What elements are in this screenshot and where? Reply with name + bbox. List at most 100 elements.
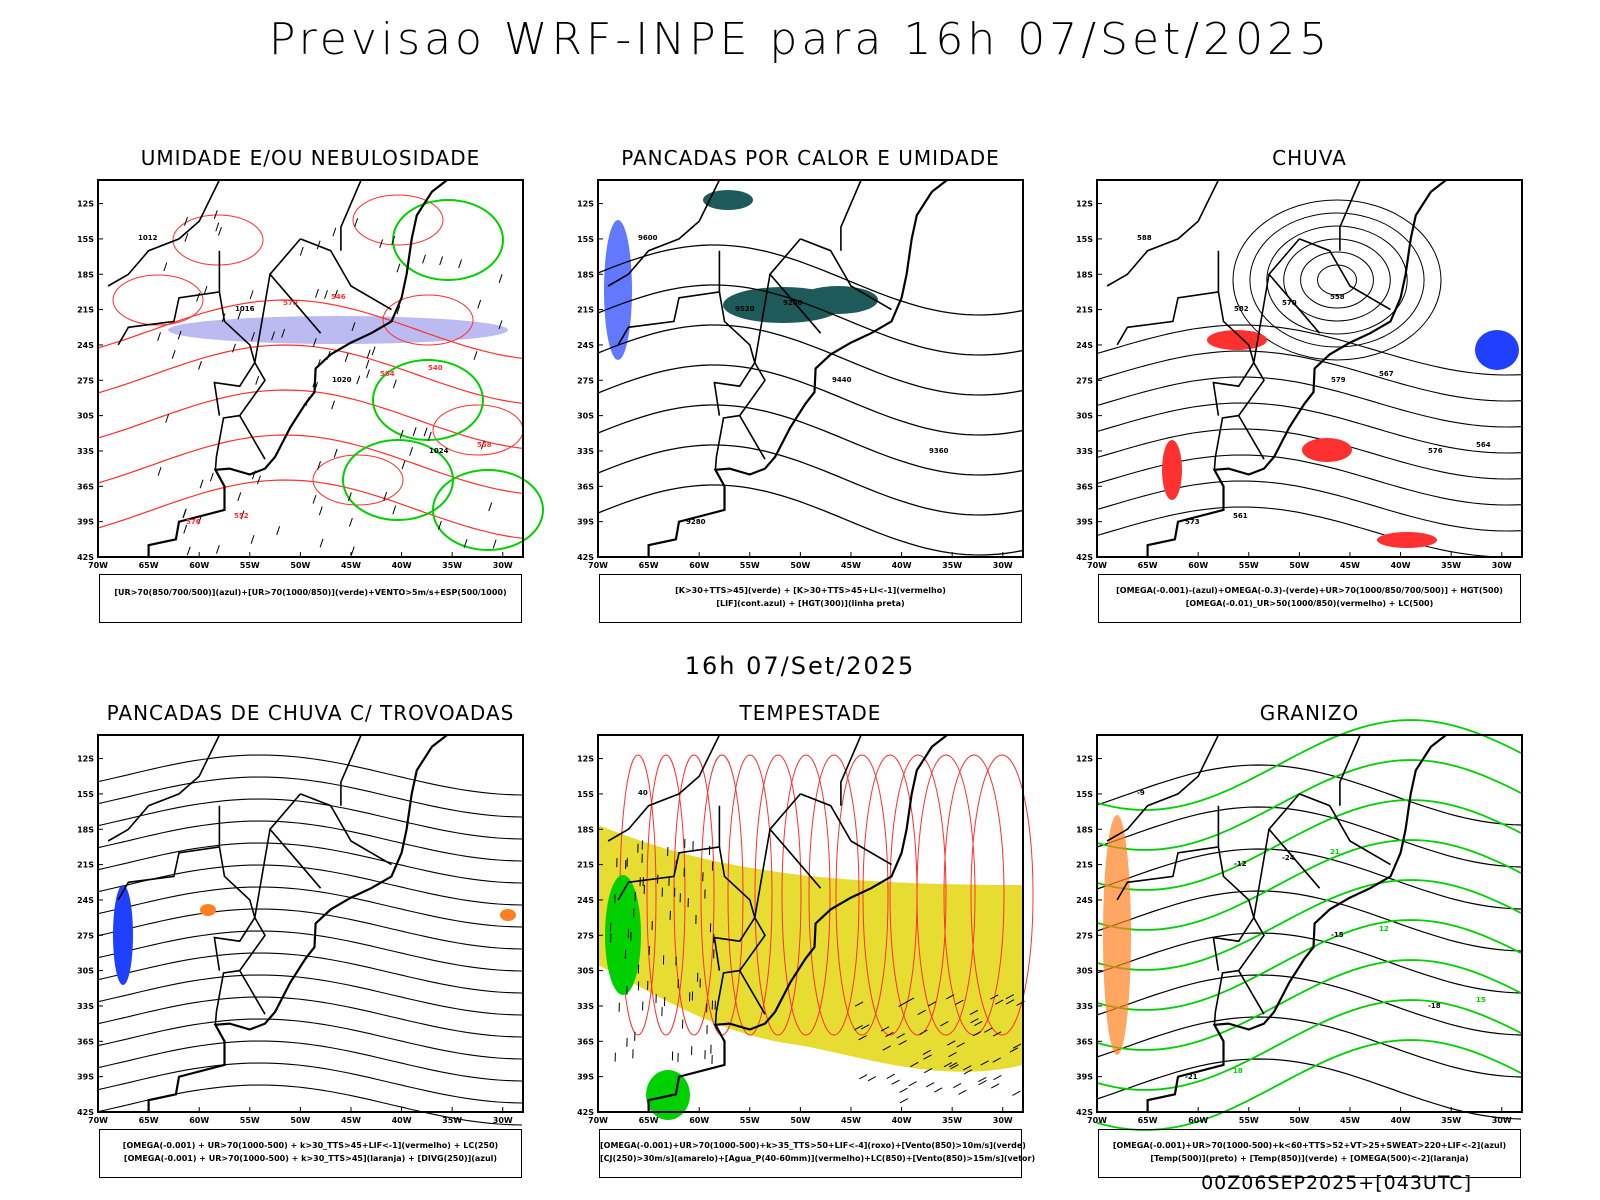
country-border <box>1299 793 1391 866</box>
lat-tick-label: 42S <box>577 553 594 562</box>
lat-tick-label: 12S <box>77 755 94 764</box>
contour-label: 9200 <box>783 299 803 307</box>
lat-tick-label: 39S <box>77 1073 94 1082</box>
lon-tick-label: 55W <box>740 1116 760 1125</box>
wind-vector <box>956 1042 965 1048</box>
wind-vector <box>348 517 353 527</box>
streamline-lc250 <box>97 776 523 818</box>
country-border <box>300 238 392 311</box>
wind-vector <box>473 351 478 361</box>
country-border <box>840 734 862 806</box>
convection-area <box>200 904 216 916</box>
wind-vector <box>333 448 338 458</box>
wind-vector <box>498 274 503 283</box>
wind-vector <box>898 1040 907 1046</box>
lat-tick-label: 24S <box>1076 341 1093 350</box>
wind-vector <box>896 1033 905 1039</box>
streamline-lc850 <box>673 754 715 1036</box>
temp850-contour <box>1096 1039 1522 1131</box>
wind-vector <box>271 331 275 341</box>
map-frame <box>597 179 1024 558</box>
wind-vector <box>240 510 245 520</box>
lon-tick-label: 50W <box>290 561 310 570</box>
map-layers: 1012 1016 1020 1024 576 570 564 558 552 546 540 <box>97 179 544 557</box>
streamline <box>1096 376 1522 428</box>
streamline-lc250 <box>97 842 523 884</box>
map-layers: 40 <box>598 734 1034 1120</box>
wind-vector <box>867 1076 877 1082</box>
streamline <box>1096 428 1522 480</box>
panel-title: CHUVA <box>1272 146 1347 170</box>
low-level-humidity-contour <box>432 469 544 551</box>
hgt300-contour <box>597 444 1023 516</box>
wind-vector <box>984 1027 993 1033</box>
wind-vector <box>318 506 323 516</box>
legend-line: [UR>70(850/700/500)](azul)+[UR>70(1000/8… <box>114 588 507 597</box>
lon-tick-label: 70W <box>588 1116 608 1125</box>
streamline-lc250 <box>97 754 523 796</box>
map-plot: 1012 1016 1020 1024 576 570 564 558 552 546 540 12S… <box>77 179 544 570</box>
lon-tick-label: 45W <box>841 561 861 570</box>
hgt300-contour <box>597 244 1023 316</box>
wind-vector <box>317 461 321 470</box>
map-frame <box>97 734 524 1113</box>
wind-vector <box>899 1087 908 1093</box>
lat-tick-label: 30S <box>1076 412 1093 421</box>
wind-vector <box>919 1029 928 1035</box>
coastline <box>147 734 448 1112</box>
contour <box>172 214 264 266</box>
wind-vector <box>969 1009 979 1016</box>
lat-tick-label: 36S <box>77 482 94 491</box>
country-border <box>800 238 892 311</box>
contour-label: 1016 <box>235 305 255 313</box>
streamline-lc850 <box>889 754 947 1036</box>
country-border <box>739 415 766 460</box>
wind-850-area <box>605 875 641 995</box>
coastline <box>1146 179 1447 557</box>
wind-vector <box>955 999 964 1005</box>
lat-tick-label: 15S <box>77 235 94 244</box>
streamline-lc850 <box>970 754 1034 1036</box>
lat-tick-label: 24S <box>577 896 594 905</box>
wind-vector <box>257 475 261 485</box>
wind-vector <box>992 1057 1001 1063</box>
lon-tick-label: 60W <box>689 1116 709 1125</box>
page-title: Previsao WRF-INPE para 16h 07/Set/2025 <box>268 14 1332 65</box>
streamline-lc250 <box>97 996 523 1038</box>
wind-vector <box>409 447 414 456</box>
wind-vector <box>237 492 242 502</box>
lon-tick-label: 50W <box>1289 1116 1309 1125</box>
lat-tick-label: 27S <box>577 376 594 385</box>
lat-tick-label: 12S <box>577 755 594 764</box>
lat-tick-label: 21S <box>577 861 594 870</box>
wind-vector <box>356 375 361 385</box>
lon-tick-label: 45W <box>341 1116 361 1125</box>
lat-tick-label: 33S <box>77 447 94 456</box>
lat-tick-label: 21S <box>1076 861 1093 870</box>
lat-tick-label: 15S <box>77 790 94 799</box>
wind-vector <box>978 1080 987 1086</box>
map-plot: 588 582 579 576 573 570 567 564 561 558 12S 15S 18S 2… <box>1076 179 1523 570</box>
wind-vector <box>854 1001 864 1007</box>
wind-vector <box>886 1073 895 1079</box>
lon-tick-label: 70W <box>88 1116 108 1125</box>
map-plot: 9600 9520 9440 9360 9280 9200 12S 15S 18S 21S 24S 2… <box>577 179 1024 570</box>
country-border <box>1339 179 1361 251</box>
lat-tick-label: 36S <box>1076 482 1093 491</box>
lon-tick-label: 45W <box>1340 1116 1360 1125</box>
wind-vector <box>439 256 444 266</box>
contour-label: 1012 <box>138 234 158 242</box>
lon-tick-label: 35W <box>442 561 462 570</box>
legend-line: [OMEGA(-0.001) + UR>70(1000-500) + k>30_… <box>123 1154 498 1163</box>
wind-vector <box>438 520 442 530</box>
lon-tick-label: 50W <box>1289 561 1309 570</box>
wind-vector <box>215 222 220 232</box>
wind-vector <box>232 343 236 353</box>
rain-area <box>1377 532 1437 548</box>
country-border <box>107 734 221 842</box>
country-border <box>340 179 362 251</box>
lat-tick-label: 39S <box>1076 518 1093 527</box>
country-border <box>739 970 766 1015</box>
contour <box>352 194 444 246</box>
wind-vector <box>993 1074 1002 1081</box>
